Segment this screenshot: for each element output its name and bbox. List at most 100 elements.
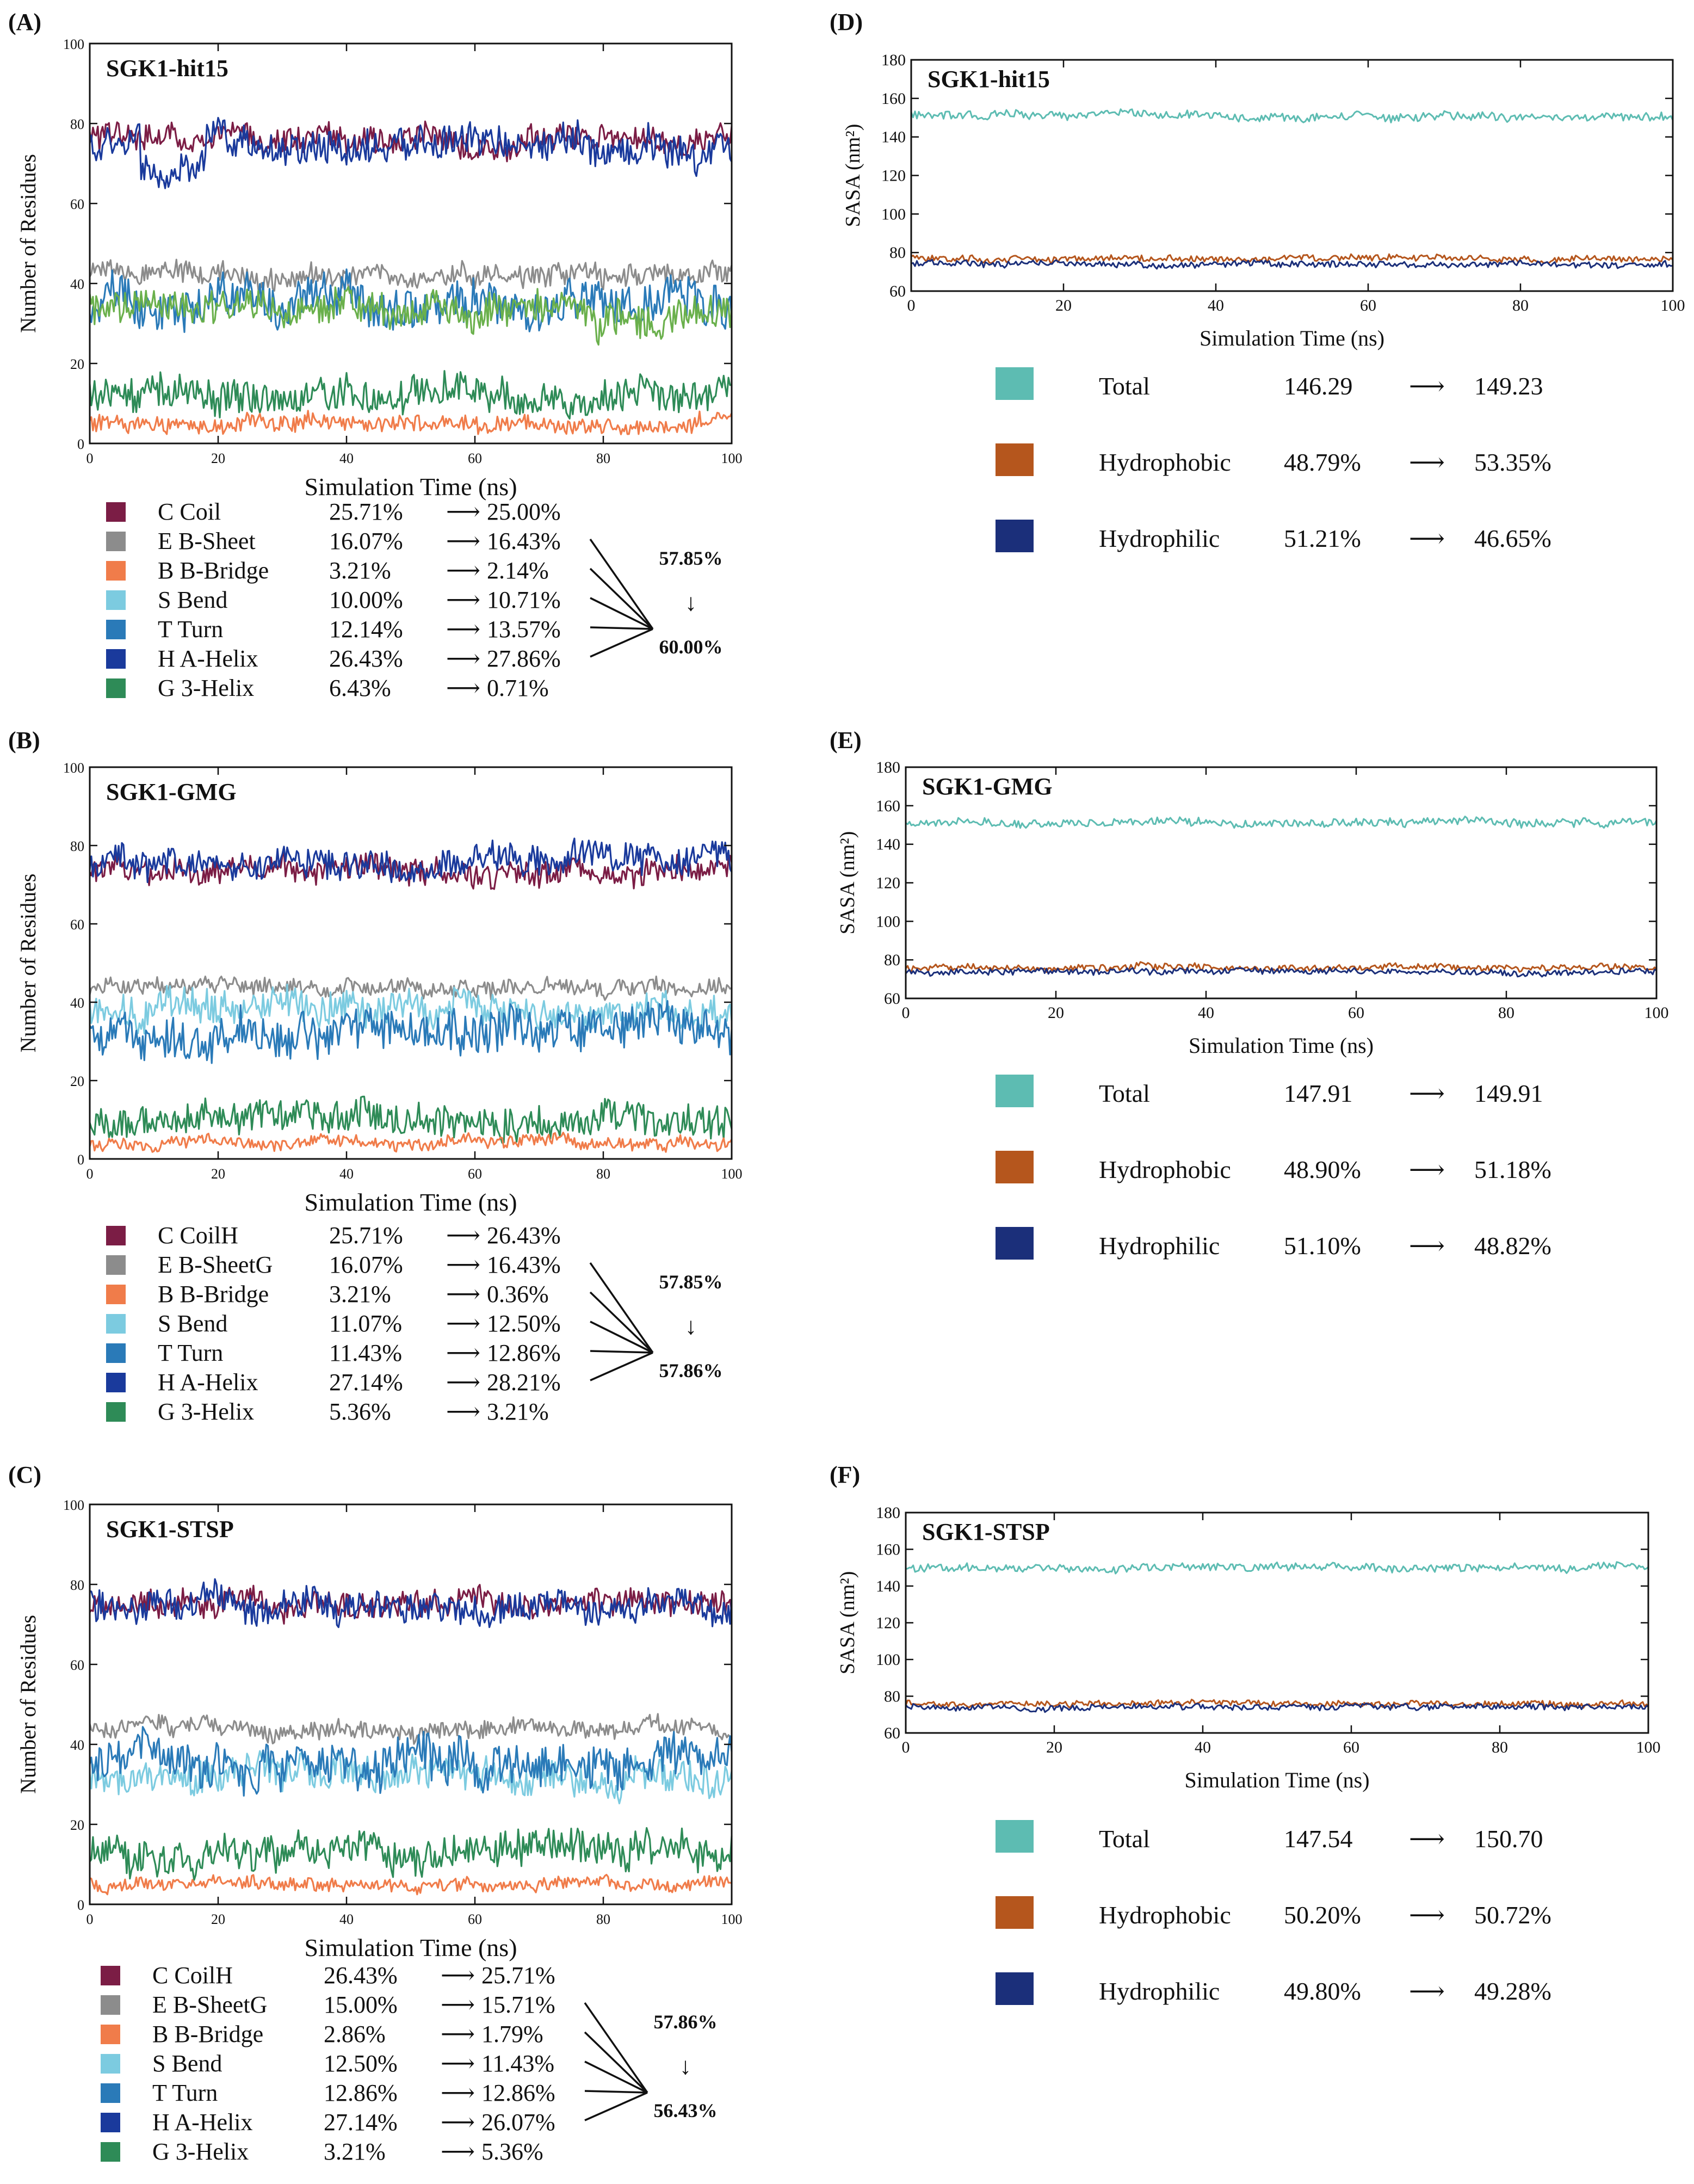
x-tick-label: 60 bbox=[1360, 297, 1376, 314]
legend-label: C CoilH bbox=[152, 1962, 233, 1989]
summary-connector bbox=[590, 1321, 653, 1354]
y-tick-label: 100 bbox=[63, 760, 84, 776]
legend-swatch-sheet bbox=[106, 1255, 126, 1275]
y-tick-label: 140 bbox=[881, 128, 906, 146]
legend-value-to: 11.43% bbox=[481, 2050, 554, 2077]
summary-to: 56.43% bbox=[654, 2100, 718, 2121]
legend-value-to: 46.65% bbox=[1474, 525, 1551, 552]
legend-value-to: 51.18% bbox=[1474, 1156, 1551, 1183]
legend-arrow: ⟶ bbox=[441, 1991, 475, 2018]
x-tick-label: 0 bbox=[902, 1738, 910, 1756]
y-tick-label: 140 bbox=[876, 836, 900, 854]
legend-label: S Bend bbox=[152, 2050, 222, 2077]
legend-label: H A-Helix bbox=[152, 2109, 253, 2136]
legend-label: C CoilH bbox=[158, 1222, 238, 1249]
summary-connector bbox=[590, 597, 653, 630]
x-tick-label: 40 bbox=[1198, 1004, 1214, 1022]
series-line-turn bbox=[89, 1726, 733, 1797]
legend-swatch-total bbox=[996, 367, 1034, 400]
legend-swatch-hydrophobic bbox=[996, 443, 1034, 476]
y-axis-label: SASA (nm²) bbox=[836, 831, 859, 935]
y-tick-label: 0 bbox=[77, 1897, 84, 1913]
legend-swatch-helix bbox=[106, 1373, 126, 1392]
legend-swatch-hydrophilic bbox=[996, 1227, 1034, 1260]
x-tick-label: 40 bbox=[1208, 297, 1224, 314]
series-line-hydrophobic bbox=[905, 1699, 1649, 1709]
legend: C CoilH 25.71% ⟶ 26.43% E B-SheetG 16.07% ⟶ 16.… bbox=[106, 1222, 561, 1425]
legend-swatch-hydrophilic bbox=[996, 1972, 1034, 2005]
chart-title: SGK1-GMG bbox=[922, 773, 1053, 800]
legend-label: E B-SheetG bbox=[152, 1991, 267, 2018]
y-tick-label: 180 bbox=[876, 1504, 900, 1522]
y-tick-label: 60 bbox=[70, 917, 84, 933]
legend-value-from: 25.71% bbox=[329, 1222, 403, 1249]
legend-value-from: 25.71% bbox=[329, 498, 403, 525]
summary-bracket: 57.86% ↓ 56.43% bbox=[584, 2002, 718, 2121]
legend-arrow: ⟶ bbox=[1409, 1901, 1445, 1929]
summary-connector bbox=[589, 1291, 654, 1354]
legend-value-from: 48.79% bbox=[1284, 448, 1361, 476]
summary-from: 57.86% bbox=[654, 2011, 718, 2033]
y-tick-label: 20 bbox=[70, 356, 84, 372]
panel-label: (F) bbox=[830, 1461, 860, 1488]
legend-label: B B-Bridge bbox=[152, 2021, 263, 2047]
legend-value-from: 12.14% bbox=[329, 616, 403, 643]
summary-bracket: 57.85% ↓ 57.86% bbox=[589, 1262, 723, 1381]
x-tick-label: 40 bbox=[339, 1166, 354, 1182]
x-tick-label: 100 bbox=[721, 1166, 743, 1182]
legend-swatch-hydrophobic bbox=[996, 1151, 1034, 1183]
legend-value-to: 0.36% bbox=[487, 1281, 549, 1307]
legend-label: Hydrophobic bbox=[1099, 448, 1231, 476]
x-tick-label: 80 bbox=[1492, 1738, 1508, 1756]
x-axis-label: Simulation Time (ns) bbox=[304, 1934, 517, 1961]
series-line-hydrophilic bbox=[905, 1702, 1649, 1713]
x-tick-label: 80 bbox=[596, 1911, 610, 1927]
x-tick-label: 60 bbox=[468, 451, 482, 466]
legend-value-to: 149.91 bbox=[1474, 1079, 1543, 1107]
legend-arrow: ⟶ bbox=[446, 645, 480, 672]
legend-arrow: ⟶ bbox=[1409, 525, 1445, 552]
x-tick-label: 80 bbox=[1512, 297, 1529, 314]
legend-swatch-sheet bbox=[106, 532, 126, 551]
legend-value-to: 5.36% bbox=[481, 2138, 543, 2165]
legend-arrow: ⟶ bbox=[446, 587, 480, 613]
panel-d: (D) 0 20 40 60 80 100 60 80 100 120 140 160 180 Simula… bbox=[830, 9, 1685, 552]
series-line-b-sheet bbox=[89, 975, 732, 1001]
legend-value-from: 26.43% bbox=[329, 645, 403, 672]
legend-value-to: 16.43% bbox=[487, 528, 561, 554]
x-tick-label: 100 bbox=[721, 451, 743, 466]
x-tick-label: 20 bbox=[1046, 1738, 1062, 1756]
series-line-total bbox=[905, 1561, 1649, 1575]
legend-swatch-total bbox=[996, 1075, 1034, 1107]
y-tick-label: 100 bbox=[876, 1651, 900, 1669]
y-tick-label: 20 bbox=[70, 1074, 84, 1089]
y-tick-label: 160 bbox=[876, 1541, 900, 1559]
legend-value-to: 13.57% bbox=[487, 616, 561, 643]
legend-swatch-turn bbox=[106, 1343, 126, 1363]
legend-arrow: ⟶ bbox=[441, 2050, 475, 2077]
legend-value-from: 26.43% bbox=[324, 1962, 398, 1989]
y-tick-label: 80 bbox=[889, 244, 906, 262]
x-axis-label: Simulation Time (ns) bbox=[1200, 326, 1384, 350]
y-axis-label: Number of Residues bbox=[16, 874, 40, 1053]
x-tick-label: 60 bbox=[468, 1166, 482, 1182]
legend-value-to: 15.71% bbox=[481, 1991, 555, 2018]
summary-arrow: ↓ bbox=[685, 589, 697, 616]
legend-value-from: 11.07% bbox=[329, 1310, 402, 1337]
legend-arrow: ⟶ bbox=[1409, 1232, 1445, 1260]
y-tick-label: 60 bbox=[70, 1657, 84, 1673]
legend-label: E B-SheetG bbox=[158, 1251, 273, 1278]
legend-value-from: 51.21% bbox=[1284, 525, 1361, 552]
legend-label: T Turn bbox=[152, 2080, 218, 2106]
legend-value-from: 3.21% bbox=[324, 2138, 386, 2165]
legend-swatch-bridge bbox=[106, 561, 126, 581]
summary-connector bbox=[589, 1262, 654, 1354]
legend-arrow: ⟶ bbox=[446, 1281, 480, 1307]
x-tick-label: 80 bbox=[596, 1166, 610, 1182]
panel-a: (A) 0 20 40 60 80 100 0 20 40 60 80 100 Simulation Ti… bbox=[8, 9, 743, 701]
y-tick-label: 60 bbox=[884, 990, 900, 1008]
legend-value-to: 28.21% bbox=[487, 1369, 561, 1396]
legend-value-to: 25.00% bbox=[487, 498, 561, 525]
y-tick-label: 120 bbox=[876, 874, 900, 892]
y-axis-label: SASA (nm²) bbox=[842, 124, 864, 227]
